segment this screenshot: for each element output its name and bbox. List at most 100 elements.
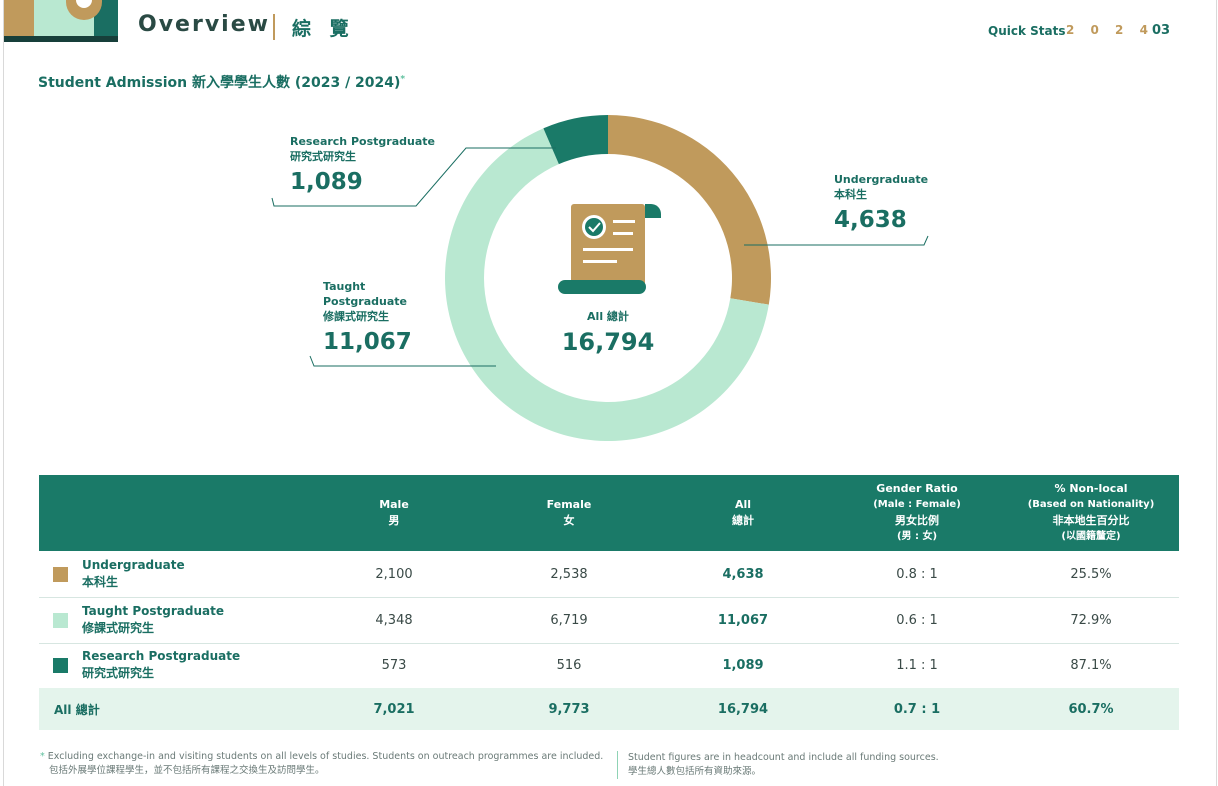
row-label-en: Research Postgraduate <box>82 649 241 663</box>
admission-donut-chart <box>271 115 929 442</box>
col-ratio-sub: (Male : Female) <box>873 499 961 510</box>
label-tpg-en-1: Taught <box>323 280 366 293</box>
row-label-zh: 修課式研究生 <box>82 621 155 635</box>
row-label: Undergraduate 本科生 <box>82 557 185 591</box>
label-rpg-zh: 研究式研究生 <box>290 150 356 163</box>
row-label: Taught Postgraduate 修課式研究生 <box>82 603 224 637</box>
table-header: Male 男 Female 女 All 總計 Gender Ratio (Mal… <box>39 475 1179 551</box>
cell-female: 516 <box>556 658 582 673</box>
cell-male: 573 <box>381 658 407 673</box>
col-all-en: All <box>734 498 752 511</box>
col-non-local: % Non-local (Based on Nationality) 非本地生百… <box>1011 475 1171 551</box>
col-male-zh: 男 <box>388 514 400 527</box>
donut-center-value: 16,794 <box>561 328 655 356</box>
cell-male: 2,100 <box>375 567 413 582</box>
donut-center-label: All 總計 <box>587 310 629 323</box>
row-label-en: Taught Postgraduate <box>82 604 224 618</box>
col-female-en: Female <box>546 498 592 511</box>
cell-female: 6,719 <box>550 613 588 628</box>
title-divider <box>273 14 275 40</box>
label-taught-postgraduate: Taught Postgraduate 修課式研究生 11,067 <box>323 279 412 357</box>
donut-slices <box>444 115 771 442</box>
total-ratio: 0.7 : 1 <box>893 701 941 717</box>
cell-all: 1,089 <box>722 658 764 673</box>
row-label-zh: 研究式研究生 <box>82 666 155 680</box>
total-female: 9,773 <box>548 701 590 717</box>
label-research-postgraduate: Research Postgraduate 研究式研究生 1,089 <box>290 134 435 197</box>
label-rpg-en: Research Postgraduate <box>290 135 435 148</box>
col-all: All 總計 <box>678 475 808 551</box>
slice-research-postgraduate <box>543 115 608 165</box>
table-total-row: All 總計 7,021 9,773 16,794 0.7 : 1 60.7% <box>39 688 1179 730</box>
table-row: Research Postgraduate 研究式研究生 573 516 1,0… <box>39 643 1179 688</box>
page-number: 03 <box>1152 23 1171 38</box>
total-all: 16,794 <box>717 701 769 717</box>
page-frame <box>3 0 1217 786</box>
col-nonlocal-zh: 非本地生百分比 <box>1052 514 1130 527</box>
col-nonlocal-zh-sub: (以國籍釐定) <box>1061 531 1121 542</box>
legend-swatch <box>53 567 68 582</box>
page-title: Overview <box>138 12 270 37</box>
col-male-en: Male <box>379 498 409 511</box>
footnote-left-zh: 包括外展學位課程學生，並不包括所有課程之交換生及訪問學生。 <box>49 765 325 776</box>
table-row: Undergraduate 本科生 2,100 2,538 4,638 0.8 … <box>39 552 1179 598</box>
cell-all: 11,067 <box>717 613 769 628</box>
footnote-left: * Excluding exchange-in and visiting stu… <box>40 750 603 778</box>
quick-stats-label: Quick Stats <box>988 24 1066 38</box>
label-tpg-en-2: Postgraduate <box>323 295 407 308</box>
label-ug-en: Undergraduate <box>834 173 929 186</box>
label-rpg-value: 1,089 <box>290 169 363 195</box>
cell-nonlocal: 87.1% <box>1070 658 1112 673</box>
row-label-en: Undergraduate <box>82 558 185 572</box>
row-label-zh: 本科生 <box>82 575 119 589</box>
cell-ratio: 0.8 : 1 <box>896 567 938 582</box>
col-nonlocal-sub: (Based on Nationality) <box>1027 499 1155 510</box>
leader-line-ug <box>744 235 929 246</box>
footnote-right-en: Student figures are in headcount and inc… <box>628 752 939 763</box>
col-male: Male 男 <box>329 475 459 551</box>
quick-stats-year: 2 0 2 4 <box>1066 23 1154 37</box>
cell-nonlocal: 72.9% <box>1070 613 1112 628</box>
cell-nonlocal: 25.5% <box>1070 567 1112 582</box>
footnote-right-zh: 學生總人數包括所有資助來源。 <box>628 766 762 777</box>
label-tpg-value: 11,067 <box>323 329 412 355</box>
total-nonlocal: 60.7% <box>1068 701 1114 717</box>
cell-male: 4,348 <box>375 613 413 628</box>
university-logo <box>4 0 118 42</box>
footnote-right: Student figures are in headcount and inc… <box>628 751 939 779</box>
footnote-left-en: Excluding exchange-in and visiting stude… <box>47 751 604 762</box>
total-label: All 總計 <box>54 703 100 717</box>
slice-undergraduate <box>608 115 771 305</box>
label-ug-zh: 本科生 <box>834 188 867 201</box>
footnote-divider <box>617 751 618 779</box>
donut-center: All 總計 16,794 <box>540 308 676 356</box>
label-ug-value: 4,638 <box>834 207 907 233</box>
col-nonlocal-en: % Non-local <box>1054 482 1128 495</box>
section-title: Student Admission 新入學學生人數 (2023 / 2024)* <box>38 72 405 92</box>
certificate-scroll-icon <box>558 204 661 294</box>
col-ratio-zh-sub: (男 : 女) <box>896 531 938 542</box>
label-undergraduate: Undergraduate 本科生 4,638 <box>834 172 928 235</box>
cell-female: 2,538 <box>550 567 588 582</box>
section-title-text: Student Admission 新入學學生人數 (2023 / 2024) <box>38 75 401 91</box>
cell-ratio: 0.6 : 1 <box>896 613 938 628</box>
page-title-zh: 綜 覽 <box>292 18 355 40</box>
col-female: Female 女 <box>504 475 634 551</box>
legend-swatch <box>53 613 68 628</box>
row-label: Research Postgraduate 研究式研究生 <box>82 648 240 682</box>
label-tpg-zh: 修課式研究生 <box>323 310 389 323</box>
leader-line-tpg <box>309 355 496 367</box>
footnote-mark: * <box>400 74 406 85</box>
total-male: 7,021 <box>373 701 415 717</box>
cell-all: 4,638 <box>722 567 764 582</box>
col-all-zh: 總計 <box>732 514 754 527</box>
col-ratio-en: Gender Ratio <box>876 482 958 495</box>
cell-ratio: 1.1 : 1 <box>896 658 938 673</box>
col-female-zh: 女 <box>563 514 575 527</box>
leader-line-rpg <box>271 147 556 207</box>
table-row: Taught Postgraduate 修課式研究生 4,348 6,719 1… <box>39 598 1179 644</box>
footnote-star: * <box>40 751 45 762</box>
col-ratio-zh: 男女比例 <box>895 514 939 527</box>
legend-swatch <box>53 658 68 673</box>
col-gender-ratio: Gender Ratio (Male : Female) 男女比例 (男 : 女… <box>837 475 997 551</box>
